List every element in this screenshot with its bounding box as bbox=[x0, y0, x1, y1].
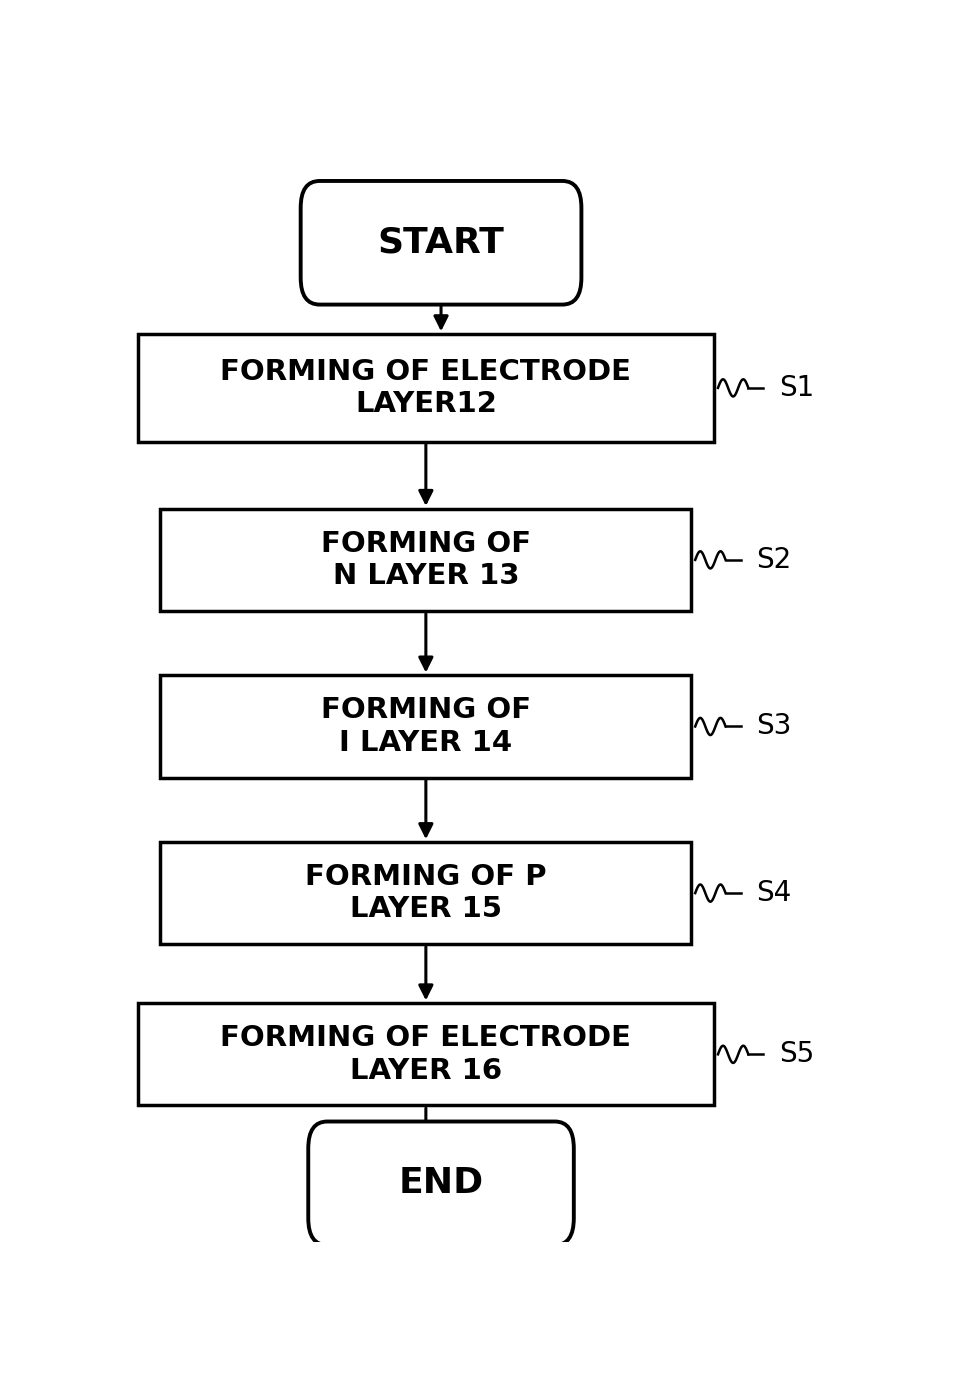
Bar bbox=[137, 334, 713, 441]
Text: FORMING OF ELECTRODE
LAYER 16: FORMING OF ELECTRODE LAYER 16 bbox=[220, 1025, 631, 1085]
Bar bbox=[160, 508, 690, 611]
FancyBboxPatch shape bbox=[308, 1121, 573, 1245]
Bar bbox=[160, 676, 690, 778]
Text: S4: S4 bbox=[755, 879, 790, 907]
Text: FORMING OF
N LAYER 13: FORMING OF N LAYER 13 bbox=[321, 529, 530, 591]
Text: FORMING OF P
LAYER 15: FORMING OF P LAYER 15 bbox=[305, 863, 546, 923]
Bar bbox=[160, 842, 690, 944]
Text: START: START bbox=[378, 226, 504, 260]
Text: END: END bbox=[398, 1166, 483, 1201]
Bar bbox=[137, 1004, 713, 1106]
Text: FORMING OF ELECTRODE
LAYER12: FORMING OF ELECTRODE LAYER12 bbox=[220, 357, 631, 417]
Text: FORMING OF
I LAYER 14: FORMING OF I LAYER 14 bbox=[321, 697, 530, 757]
Text: S2: S2 bbox=[755, 546, 790, 574]
Text: S1: S1 bbox=[778, 374, 813, 402]
Text: S5: S5 bbox=[778, 1040, 813, 1068]
FancyBboxPatch shape bbox=[300, 181, 581, 304]
Text: S3: S3 bbox=[755, 712, 790, 740]
